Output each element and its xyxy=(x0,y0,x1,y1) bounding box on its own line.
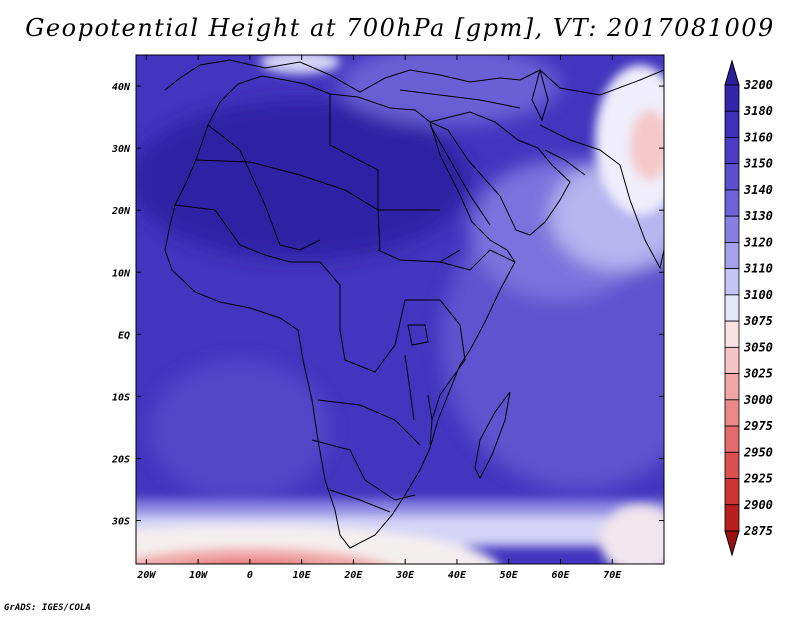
lon-tick-label: 10E xyxy=(293,570,312,581)
lat-tick-label: 30S xyxy=(111,517,130,528)
colorbar-swatch xyxy=(724,346,740,374)
border-central xyxy=(319,261,406,373)
lat-tick-label: 40N xyxy=(112,82,131,93)
lon-tick-label: 20W xyxy=(136,570,156,581)
colorbar-level-label: 2900 xyxy=(743,498,773,512)
colorbar-level-label: 3200 xyxy=(743,78,773,92)
colorbar-level-label: 2875 xyxy=(743,524,773,538)
caspian-coastline xyxy=(531,68,549,122)
plot-frame xyxy=(135,54,665,565)
lon-tick-label: 0 xyxy=(247,570,253,581)
lon-tick-label: 70E xyxy=(603,570,622,581)
coastline-layer xyxy=(164,59,664,549)
persian-gulf xyxy=(544,149,586,176)
colorbar-level-label: 3075 xyxy=(743,314,773,328)
lat-tick-label: 30N xyxy=(111,144,131,155)
colorbar-swatch xyxy=(724,478,740,506)
colorbar-level-label: 2975 xyxy=(743,419,773,433)
colorbar-level-label: 3180 xyxy=(743,104,773,118)
colorbar-level-label: 3120 xyxy=(743,235,773,249)
lat-tick-label: 10S xyxy=(112,392,130,403)
colorbar-level-label: 3025 xyxy=(743,367,773,381)
arabia-coastline xyxy=(428,111,571,236)
border-south-africa xyxy=(329,489,391,513)
border-horn xyxy=(439,249,516,271)
colorbar-top-cap xyxy=(724,59,740,86)
colorbar-swatch xyxy=(724,215,740,243)
colorbar-level-label: 3050 xyxy=(743,340,773,354)
lon-tick-label: 40E xyxy=(448,570,467,581)
lon-tick-label: 10W xyxy=(189,570,208,581)
colorbar-swatch xyxy=(724,110,740,138)
lat-tick-label: EQ xyxy=(118,330,130,341)
border-east xyxy=(405,299,466,421)
colorbar-swatch xyxy=(724,84,740,112)
height-field xyxy=(136,55,664,564)
colorbar-swatch xyxy=(724,137,740,165)
grads-credit: GrADS: IGES/COLA xyxy=(4,603,91,613)
border-libya-egypt xyxy=(329,94,440,211)
border-iran xyxy=(539,124,621,166)
colorbar-swatch xyxy=(724,373,740,401)
colorbar-swatch xyxy=(724,163,740,191)
colorbar-swatch xyxy=(724,451,740,479)
colorbar-swatch xyxy=(724,320,740,348)
lat-tick-label: 20N xyxy=(111,206,131,217)
colorbar-level-label: 3130 xyxy=(743,209,773,223)
red-sea xyxy=(429,124,491,226)
colorbar-swatch xyxy=(724,425,740,453)
colorbar-level-label: 3000 xyxy=(743,393,773,407)
colorbar-swatch xyxy=(724,242,740,270)
border-southern xyxy=(311,439,416,501)
india-coastline xyxy=(619,164,664,270)
colorbar-level-label: 3160 xyxy=(743,130,773,144)
border-south-central xyxy=(317,399,421,446)
border-maghreb xyxy=(207,124,321,251)
lon-tick-label: 50E xyxy=(500,570,519,581)
europe-coastline xyxy=(164,59,664,96)
colorbar-level-label: 3110 xyxy=(743,262,773,276)
border-turkey xyxy=(399,89,521,109)
lon-tick-label: 60E xyxy=(551,570,570,581)
colorbar-level-label: 2925 xyxy=(743,472,773,486)
colorbar-swatch xyxy=(724,294,740,322)
border-west-africa xyxy=(174,204,320,263)
africa-coastline xyxy=(164,75,516,549)
colorbar-level-label: 3100 xyxy=(743,288,773,302)
latitude-ticks: 40N 30N 20N 10N EQ 10S 20S 30S xyxy=(111,82,664,528)
colorbar-swatch xyxy=(724,399,740,427)
colorbar-swatch xyxy=(724,268,740,296)
colorbar-level-label: 2950 xyxy=(743,445,773,459)
longitude-ticks: 20W 10W 0 10E 20E 30E 40E 50E 60E 70E xyxy=(136,55,622,581)
lon-tick-label: 30E xyxy=(395,570,415,581)
colorbar-level-label: 3140 xyxy=(743,183,773,197)
lon-tick-label: 20E xyxy=(343,570,363,581)
border-sahara xyxy=(195,159,381,251)
madagascar-coastline xyxy=(474,391,511,480)
colorbar-bottom-cap xyxy=(724,530,740,557)
colorbar-swatch xyxy=(724,189,740,217)
lat-tick-label: 10N xyxy=(112,268,131,279)
map-title: Geopotential Height at 700hPa [gpm], VT:… xyxy=(25,14,775,42)
colorbar: 3200 3180 3160 3150 3140 3130 3120 3110 3100 3075… xyxy=(724,59,773,557)
colorbar-level-label: 3150 xyxy=(743,157,773,171)
lake-victoria xyxy=(407,324,429,346)
lake-tanganyika xyxy=(404,354,415,421)
colorbar-swatch xyxy=(724,504,740,532)
lat-tick-label: 20S xyxy=(111,454,130,465)
border-sudan xyxy=(377,249,461,263)
